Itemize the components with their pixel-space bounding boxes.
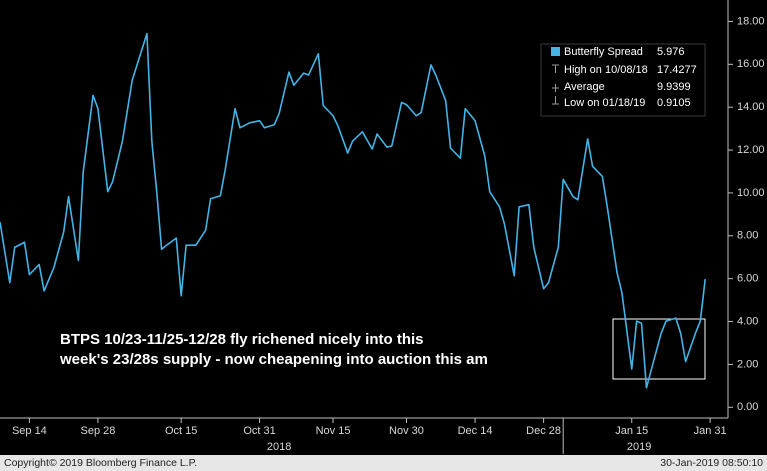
copyright: Copyright© 2019 Bloomberg Finance L.P. [4,457,197,469]
y-tick-label: 2.00 [737,358,758,370]
legend-value: 17.4277 [657,64,697,76]
y-tick-label: 10.00 [737,187,765,199]
x-tick-label: Nov 30 [389,425,424,437]
legend-box [540,43,706,117]
legend-value: 0.9105 [657,97,691,109]
y-tick-label: 8.00 [737,230,758,242]
legend-icons [552,64,559,105]
y-tick-label: 16.00 [737,58,765,70]
x-tick-label: Jan 31 [694,425,727,437]
x-tick-label: Sep 28 [81,425,116,437]
x-tick-label: Oct 31 [243,425,275,437]
legend-label: Low on 01/18/19 [564,97,645,109]
y-tick-label: 12.00 [737,144,765,156]
y-tick-label: 4.00 [737,315,758,327]
legend-swatch [551,47,560,56]
y-tick-label: 18.00 [737,15,765,27]
legend-value: 9.9399 [657,81,691,93]
y-tick-label: 0.00 [737,401,758,413]
x-tick-label: Nov 15 [316,425,351,437]
year-label: 2019 [627,441,651,453]
legend-value: 5.976 [657,46,685,58]
x-tick-label: Dec 14 [458,425,493,437]
timestamp: 30-Jan-2019 08:50:10 [660,457,763,469]
legend-label: High on 10/08/18 [564,64,648,76]
x-tick-label: Sep 14 [12,425,47,437]
year-label: 2018 [267,441,291,453]
highlight-box [612,318,706,380]
footer-band [0,455,767,471]
legend-label: Butterfly Spread [564,46,643,58]
y-tick-label: 6.00 [737,273,758,285]
annotation: BTPS 10/23-11/25-12/28 fly richened nice… [60,331,424,348]
annotation: week's 23/28s supply - now cheapening in… [59,351,488,368]
legend-label: Average [564,81,605,93]
y-tick-label: 14.00 [737,101,765,113]
series-line [0,32,707,389]
x-tick-label: Jan 15 [615,425,648,437]
x-tick-label: Oct 15 [165,425,197,437]
x-tick-label: Dec 28 [526,425,561,437]
